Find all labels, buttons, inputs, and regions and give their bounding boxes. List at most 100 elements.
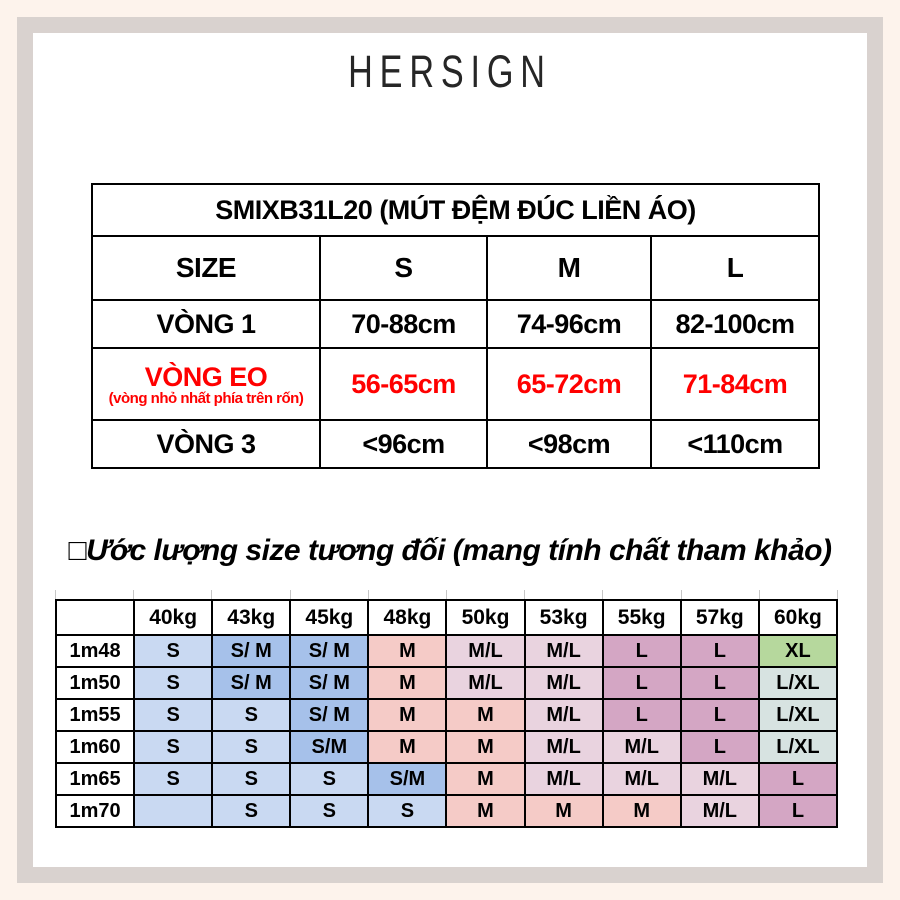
size-cell: S <box>289 762 370 796</box>
size-cell: M/L <box>523 730 604 764</box>
size-cell: S/ M <box>289 666 370 700</box>
size-cell <box>133 794 214 828</box>
size-cell: M/L <box>679 794 760 828</box>
size-cell: L <box>679 730 760 764</box>
weight-header: 57kg <box>679 599 760 636</box>
size-cell: L/XL <box>757 730 839 764</box>
spec-header-size: SIZE <box>91 235 321 301</box>
size-spec-table: SMIXB31L20 (MÚT ĐỆM ĐÚC LIỀN ÁO) SIZE S … <box>90 183 821 469</box>
measure-cell: <98cm <box>486 419 652 469</box>
weight-header: 55kg <box>601 599 682 636</box>
estimate-row-1m70: 1m70 S S S M M M M/L L <box>54 794 839 828</box>
size-cell: M <box>445 762 526 796</box>
size-estimate-table: 40kg 43kg 45kg 48kg 50kg 53kg 55kg 57kg … <box>54 599 839 828</box>
size-cell: M/L <box>523 634 604 668</box>
gridline-stubs <box>55 590 839 599</box>
size-cell: L/XL <box>757 698 839 732</box>
size-cell: S <box>133 698 214 732</box>
estimate-heading: □Ước lượng size tương đối (mang tính chấ… <box>68 534 833 567</box>
size-cell: M/L <box>523 666 604 700</box>
size-cell: S/ M <box>211 634 292 668</box>
measure-cell: 82-100cm <box>649 299 821 349</box>
size-cell: S <box>133 730 214 764</box>
size-cell: S <box>367 794 448 828</box>
size-cell: S <box>211 794 292 828</box>
row-label-note: (vòng nhỏ nhất phía trên rốn) <box>108 389 304 407</box>
spec-header-s: S <box>319 235 488 301</box>
size-cell: M <box>445 730 526 764</box>
weight-header: 60kg <box>757 599 839 636</box>
height-label: 1m70 <box>54 794 136 828</box>
size-cell: M <box>445 794 526 828</box>
size-cell: L <box>679 666 760 700</box>
weight-header: 45kg <box>289 599 370 636</box>
size-cell: M/L <box>523 698 604 732</box>
height-label: 1m48 <box>54 634 136 668</box>
weight-header: 48kg <box>367 599 448 636</box>
measure-cell: <110cm <box>649 419 821 469</box>
estimate-row-1m60: 1m60 S S S/M M M M/L M/L L L/XL <box>54 730 839 764</box>
height-label: 1m55 <box>54 698 136 732</box>
size-cell: M <box>445 698 526 732</box>
size-cell: M/L <box>679 762 760 796</box>
size-cell: L <box>601 698 682 732</box>
measure-cell: 71-84cm <box>649 347 821 421</box>
size-cell: M/L <box>445 634 526 668</box>
spec-row-vong3: VÒNG 3 <96cm <98cm <110cm <box>91 419 821 469</box>
spec-title-row: SMIXB31L20 (MÚT ĐỆM ĐÚC LIỀN ÁO) <box>90 183 821 237</box>
size-cell: L <box>757 762 839 796</box>
measure-cell: 56-65cm <box>319 347 488 421</box>
corner-cell <box>54 599 136 636</box>
size-cell: L <box>679 634 760 668</box>
size-cell: S <box>211 730 292 764</box>
brand-logo: HERSIGN <box>348 46 552 97</box>
spec-header-m: M <box>486 235 652 301</box>
size-cell: M <box>601 794 682 828</box>
spec-row-vongeo: VÒNG EO (vòng nhỏ nhất phía trên rốn) 56… <box>91 347 821 421</box>
size-cell: M/L <box>445 666 526 700</box>
spec-table-title: SMIXB31L20 (MÚT ĐỆM ĐÚC LIỀN ÁO) <box>90 183 821 237</box>
size-cell: M/L <box>601 730 682 764</box>
measure-cell: 70-88cm <box>319 299 488 349</box>
height-label: 1m65 <box>54 762 136 796</box>
size-cell: L <box>757 794 839 828</box>
weight-header: 53kg <box>523 599 604 636</box>
size-cell: S <box>289 794 370 828</box>
row-label: VÒNG 3 <box>91 419 321 469</box>
size-cell: S <box>211 762 292 796</box>
size-cell: M/L <box>523 762 604 796</box>
size-cell: M <box>367 698 448 732</box>
height-label: 1m60 <box>54 730 136 764</box>
estimate-row-1m48: 1m48 S S/ M S/ M M M/L M/L L L XL <box>54 634 839 668</box>
height-label: 1m50 <box>54 666 136 700</box>
row-label-main: VÒNG EO <box>144 361 268 392</box>
size-cell: M <box>367 666 448 700</box>
weight-header: 50kg <box>445 599 526 636</box>
size-cell: M <box>367 730 448 764</box>
size-cell: L <box>601 666 682 700</box>
size-cell: S <box>133 666 214 700</box>
spec-header-row: SIZE S M L <box>91 235 821 301</box>
weight-header: 43kg <box>211 599 292 636</box>
estimate-row-1m55: 1m55 S S S/ M M M M/L L L L/XL <box>54 698 839 732</box>
estimate-row-1m50: 1m50 S S/ M S/ M M M/L M/L L L L/XL <box>54 666 839 700</box>
spec-header-l: L <box>649 235 821 301</box>
size-cell: L <box>601 634 682 668</box>
size-cell: S <box>133 634 214 668</box>
spec-row-vong1: VÒNG 1 70-88cm 74-96cm 82-100cm <box>91 299 821 349</box>
size-cell: XL <box>757 634 839 668</box>
size-cell: M <box>523 794 604 828</box>
size-cell: S/M <box>289 730 370 764</box>
size-cell: S/ M <box>289 698 370 732</box>
size-cell: M/L <box>601 762 682 796</box>
size-cell: L <box>679 698 760 732</box>
estimate-row-1m65: 1m65 S S S S/M M M/L M/L M/L L <box>54 762 839 796</box>
size-cell: M <box>367 634 448 668</box>
weight-header: 40kg <box>133 599 214 636</box>
measure-cell: <96cm <box>319 419 488 469</box>
measure-cell: 65-72cm <box>486 347 652 421</box>
row-label: VÒNG EO (vòng nhỏ nhất phía trên rốn) <box>91 347 321 421</box>
size-cell: L/XL <box>757 666 839 700</box>
size-cell: S <box>133 762 214 796</box>
